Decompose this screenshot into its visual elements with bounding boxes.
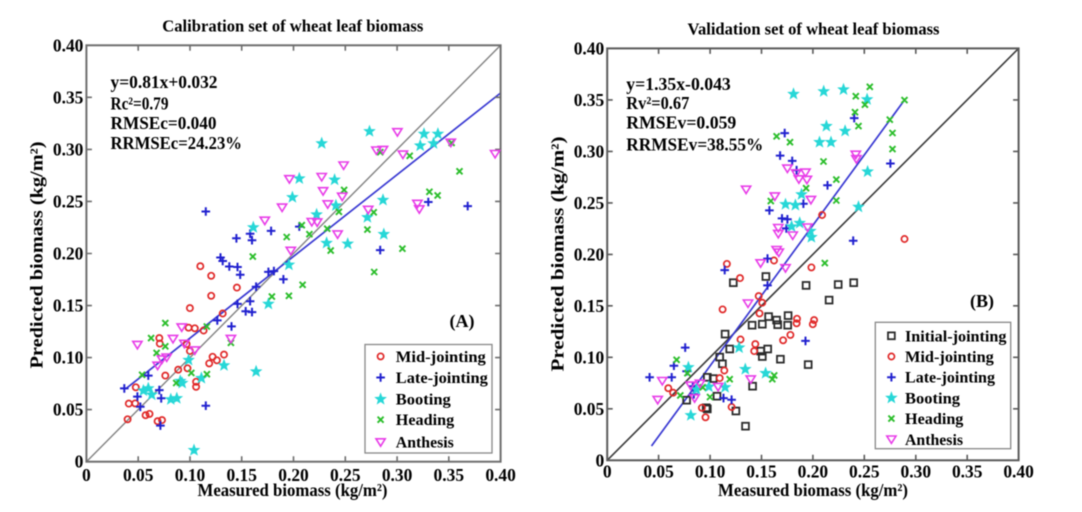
- svg-text:0.35: 0.35: [53, 87, 84, 107]
- svg-text:0.10: 0.10: [574, 347, 605, 367]
- svg-text:0.15: 0.15: [226, 465, 257, 485]
- svg-text:0.25: 0.25: [53, 191, 84, 211]
- svg-text:0.40: 0.40: [53, 35, 84, 55]
- svg-text:0.35: 0.35: [574, 90, 605, 110]
- svg-text:0.20: 0.20: [798, 462, 829, 482]
- svg-text:0.10: 0.10: [53, 348, 84, 368]
- svg-text:0: 0: [603, 462, 612, 482]
- svg-text:0.15: 0.15: [53, 296, 84, 316]
- svg-text:(B): (B): [970, 291, 994, 312]
- svg-text:0.25: 0.25: [574, 193, 605, 213]
- svg-text:0: 0: [82, 465, 91, 485]
- svg-text:0.30: 0.30: [53, 139, 84, 159]
- svg-text:0.35: 0.35: [434, 465, 465, 485]
- svg-text:0.10: 0.10: [695, 462, 726, 482]
- svg-text:0.30: 0.30: [382, 465, 413, 485]
- svg-text:Initial-jointing: Initial-jointing: [905, 328, 1007, 345]
- svg-text:0.05: 0.05: [123, 465, 154, 485]
- svg-text:Late-jointing: Late-jointing: [905, 370, 995, 387]
- svg-text:0.10: 0.10: [175, 465, 206, 485]
- svg-text:Heading: Heading: [396, 412, 454, 429]
- svg-text:Heading: Heading: [905, 411, 963, 428]
- svg-text:0.25: 0.25: [849, 462, 880, 482]
- svg-text:Anthesis: Anthesis: [905, 432, 963, 449]
- svg-text:0.20: 0.20: [278, 465, 309, 485]
- svg-text:Booting: Booting: [905, 390, 960, 407]
- svg-text:Late-jointing: Late-jointing: [396, 370, 488, 387]
- svg-text:Predicted biomass (kg/m²): Predicted biomass (kg/m²): [27, 142, 48, 369]
- svg-text:Mid-jointing: Mid-jointing: [396, 349, 486, 366]
- svg-text:Booting: Booting: [396, 392, 451, 409]
- svg-text:Anthesis: Anthesis: [396, 435, 454, 452]
- svg-text:0.35: 0.35: [952, 462, 983, 482]
- svg-text:Validation set of wheat leaf b: Validation set of wheat leaf biomass: [688, 20, 941, 39]
- svg-text:0.20: 0.20: [53, 244, 84, 264]
- svg-text:0: 0: [595, 450, 604, 470]
- svg-text:0: 0: [75, 452, 84, 472]
- svg-text:(A): (A): [450, 311, 475, 332]
- svg-text:RRMSEc=24.23%: RRMSEc=24.23%: [111, 133, 243, 153]
- svg-text:RRMSEv=38.55%: RRMSEv=38.55%: [626, 135, 763, 155]
- svg-text:RMSEv=0.059: RMSEv=0.059: [626, 113, 736, 133]
- svg-text:Rc²=0.79: Rc²=0.79: [111, 94, 169, 114]
- svg-text:0.05: 0.05: [643, 462, 674, 482]
- svg-text:0.30: 0.30: [574, 141, 605, 161]
- svg-text:0.15: 0.15: [746, 462, 777, 482]
- svg-text:Measured biomass (kg/m²): Measured biomass (kg/m²): [718, 480, 908, 500]
- svg-text:Measured biomass (kg/m²): Measured biomass (kg/m²): [198, 480, 388, 500]
- svg-text:0.25: 0.25: [330, 465, 361, 485]
- svg-text:0.05: 0.05: [53, 400, 84, 420]
- svg-text:Calibration set of wheat leaf: Calibration set of wheat leaf biomass: [162, 17, 424, 36]
- svg-text:0.40: 0.40: [574, 38, 605, 58]
- svg-text:RMSEc=0.040: RMSEc=0.040: [111, 113, 217, 133]
- svg-text:0.05: 0.05: [574, 399, 605, 419]
- svg-text:0.20: 0.20: [574, 244, 605, 264]
- svg-text:0.40: 0.40: [1003, 462, 1034, 482]
- svg-text:Rv²=0.67: Rv²=0.67: [626, 93, 689, 113]
- svg-text:y=0.81x+0.032: y=0.81x+0.032: [111, 72, 218, 92]
- svg-text:y=1.35x-0.043: y=1.35x-0.043: [626, 74, 731, 94]
- svg-text:0.15: 0.15: [574, 296, 605, 316]
- svg-text:0.40: 0.40: [485, 465, 516, 485]
- svg-text:0.30: 0.30: [901, 462, 932, 482]
- svg-text:Predicted biomass (kg/m²): Predicted biomass (kg/m²): [548, 137, 569, 372]
- svg-text:Mid-jointing: Mid-jointing: [905, 349, 994, 366]
